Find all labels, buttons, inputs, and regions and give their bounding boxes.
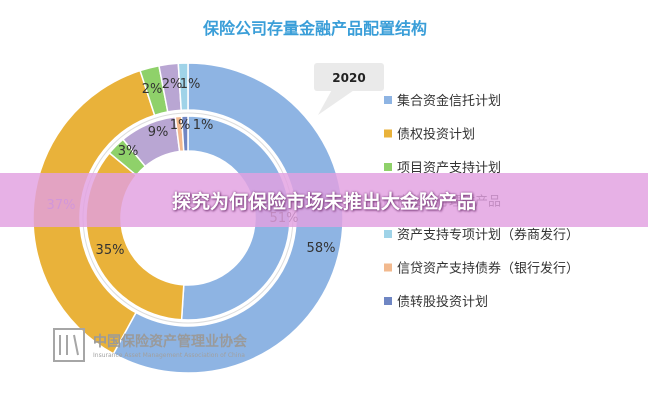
inner-ring-slice xyxy=(180,115,189,152)
outer-ring-label: 2% xyxy=(142,82,163,97)
inner-ring-label: 1% xyxy=(193,118,214,133)
logo-name-en: Insurance Asset Management Association o… xyxy=(93,352,245,359)
legend-swatch xyxy=(384,297,392,305)
legend-label: 信贷资产支持债券（银行发行） xyxy=(397,261,579,277)
association-logo: 中国保险资产管理业协会 Insurance Asset Management A… xyxy=(53,328,248,362)
legend-label: 债权投资计划 xyxy=(397,127,475,143)
year-callout: 2020 xyxy=(314,63,384,115)
inner-ring-label: 1% xyxy=(170,118,191,133)
logo-name-cn: 中国保险资产管理业协会 xyxy=(93,333,248,350)
legend-label: 项目资产支持计划 xyxy=(397,161,501,176)
legend-swatch xyxy=(384,263,392,272)
legend-label: 债转股投资计划 xyxy=(397,294,488,310)
legend-label: 集合资金信托计划 xyxy=(397,93,501,109)
overlay-banner: 探究为何保险市场未推出大金险产品 xyxy=(0,173,648,227)
callout-year: 2020 xyxy=(332,71,365,85)
legend-swatch xyxy=(384,96,392,104)
outer-ring-label: 1% xyxy=(180,77,201,92)
banner-title: 探究为何保险市场未推出大金险产品 xyxy=(171,191,476,213)
legend-label: 资产支持专项计划（券商发行） xyxy=(397,227,579,243)
outer-ring-label: 58% xyxy=(307,241,336,256)
outer-ring-label: 2% xyxy=(162,77,183,92)
outer-ring-slice xyxy=(32,69,156,355)
outer-ring-slice xyxy=(177,62,189,112)
legend-swatch xyxy=(384,230,392,238)
legend-swatch xyxy=(384,163,392,171)
inner-ring-label: 35% xyxy=(96,243,125,258)
legend-swatch xyxy=(384,129,392,138)
callout-pointer xyxy=(318,86,360,115)
logo-mark xyxy=(53,328,85,362)
inner-ring-label: 9% xyxy=(148,125,169,140)
inner-ring-label: 3% xyxy=(118,144,139,159)
callout-box xyxy=(314,63,384,91)
logo-mark-line xyxy=(73,334,79,356)
chart-title: 保险公司存量金融产品配置结构 xyxy=(202,19,427,38)
